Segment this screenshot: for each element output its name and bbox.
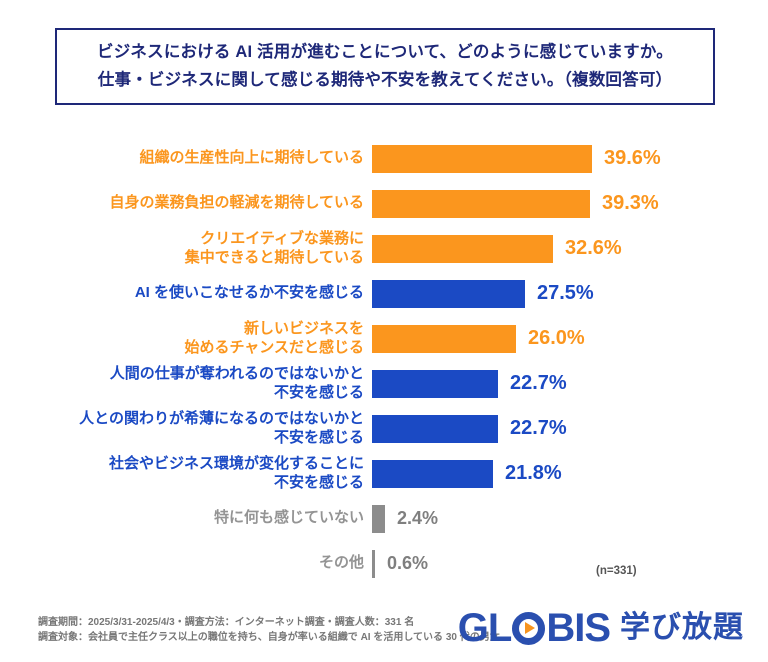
bar-area: 27.5% [372,279,768,308]
bar [372,279,525,308]
bar-area: 0.6% [372,549,768,578]
bar-area: 26.0% [372,324,768,353]
chart-row: 人との関わりが希薄になるのではないかと 不安を感じる 22.7% [0,406,768,451]
chart-row: その他 0.6% [0,541,768,586]
chart-row: 社会やビジネス環境が変化することに 不安を感じる 21.8% [0,451,768,496]
value-label: 22.7% [510,417,567,439]
value-label: 22.7% [510,372,567,394]
bar [372,504,385,533]
chart-row: 自身の業務負担の軽減を期待している 39.3% [0,181,768,226]
category-label: 特に何も感じていない [213,509,364,527]
bar [372,414,498,443]
bar [372,324,516,353]
survey-question-box: ビジネスにおける AI 活用が進むことについて、どのように感じていますか。 仕事… [55,28,715,105]
bar [372,144,592,173]
chart-row: クリエイティブな業務に 集中できると期待している 32.6% [0,226,768,271]
category-label: 新しいビジネスを 始めるチャンスだと感じる [184,319,364,356]
survey-note-line1: 調査期間：2025/3/31-2025/4/3・調査方法：インターネット調査・調… [38,617,415,628]
bar-area: 22.7% [372,414,768,443]
bar [372,189,590,218]
survey-note-line2: 調査対象：会社員で主任クラス以上の職位を持ち、自身が率いる組織で AI を活用し… [38,631,500,643]
value-label: 0.6% [387,553,429,573]
value-label: 39.6% [604,147,661,169]
chart-rows: 組織の生産性向上に期待している 39.6% 自身の業務負担の軽減を期待している 39.… [0,136,768,586]
value-label: 2.4% [397,508,439,528]
play-triangle-icon [524,622,535,634]
chart-row: 特に何も感じていない 2.4% [0,496,768,541]
chart-row: 組織の生産性向上に期待している 39.6% [0,136,768,181]
survey-notes: 調査期間：2025/3/31-2025/4/3・調査方法：インターネット調査・調… [38,616,500,645]
bar-area: 39.3% [372,189,768,218]
category-label: 組織の生産性向上に期待している [139,149,364,167]
bar-area: 2.4% [372,504,768,533]
value-label: 21.8% [505,462,562,484]
chart-row: AI を使いこなせるか不安を感じる 27.5% [0,271,768,316]
value-label: 39.3% [602,192,659,214]
category-label: AI を使いこなせるか不安を感じる [134,284,364,302]
bar-area: 32.6% [372,234,768,263]
chart-row: 人間の仕事が奪われるのではないかと 不安を感じる 22.7% [0,361,768,406]
bar [372,459,493,488]
logo-text-left: GL [457,606,513,650]
play-circle-icon [512,611,546,645]
bar-area: 21.8% [372,459,768,488]
bar [372,234,553,263]
logo-text-suffix: 学び放題 [620,611,744,644]
value-label: 27.5% [537,282,594,304]
survey-question-line1: ビジネスにおける AI 活用が進むことについて、どのように感じていますか。 [97,43,673,62]
globis-manabihoudai-logo: GL BIS 学び放題 [458,608,744,648]
logo-text-right: BIS [546,606,611,650]
survey-question-line2: 仕事・ビジネスに関して感じる期待や不安を教えてください。（複数回答可） [97,70,673,89]
bar [372,369,498,398]
category-label: その他 [318,554,364,572]
bar [372,549,375,578]
category-label: 社会やビジネス環境が変化することに 不安を感じる [108,454,364,491]
category-label: 自身の業務負担の軽減を期待している [109,194,364,212]
value-label: 32.6% [565,237,622,259]
bar-chart: 組織の生産性向上に期待している 39.6% 自身の業務負担の軽減を期待している 39.… [0,136,768,586]
category-label: 人との関わりが希薄になるのではないかと 不安を感じる [79,409,364,446]
category-label: クリエイティブな業務に 集中できると期待している [184,229,364,266]
chart-row: 新しいビジネスを 始めるチャンスだと感じる 26.0% [0,316,768,361]
sample-size-label: (n=331) [596,565,637,577]
category-label: 人間の仕事が奪われるのではないかと 不安を感じる [109,364,364,401]
bar-area: 39.6% [372,144,768,173]
value-label: 26.0% [528,327,585,349]
bar-area: 22.7% [372,369,768,398]
